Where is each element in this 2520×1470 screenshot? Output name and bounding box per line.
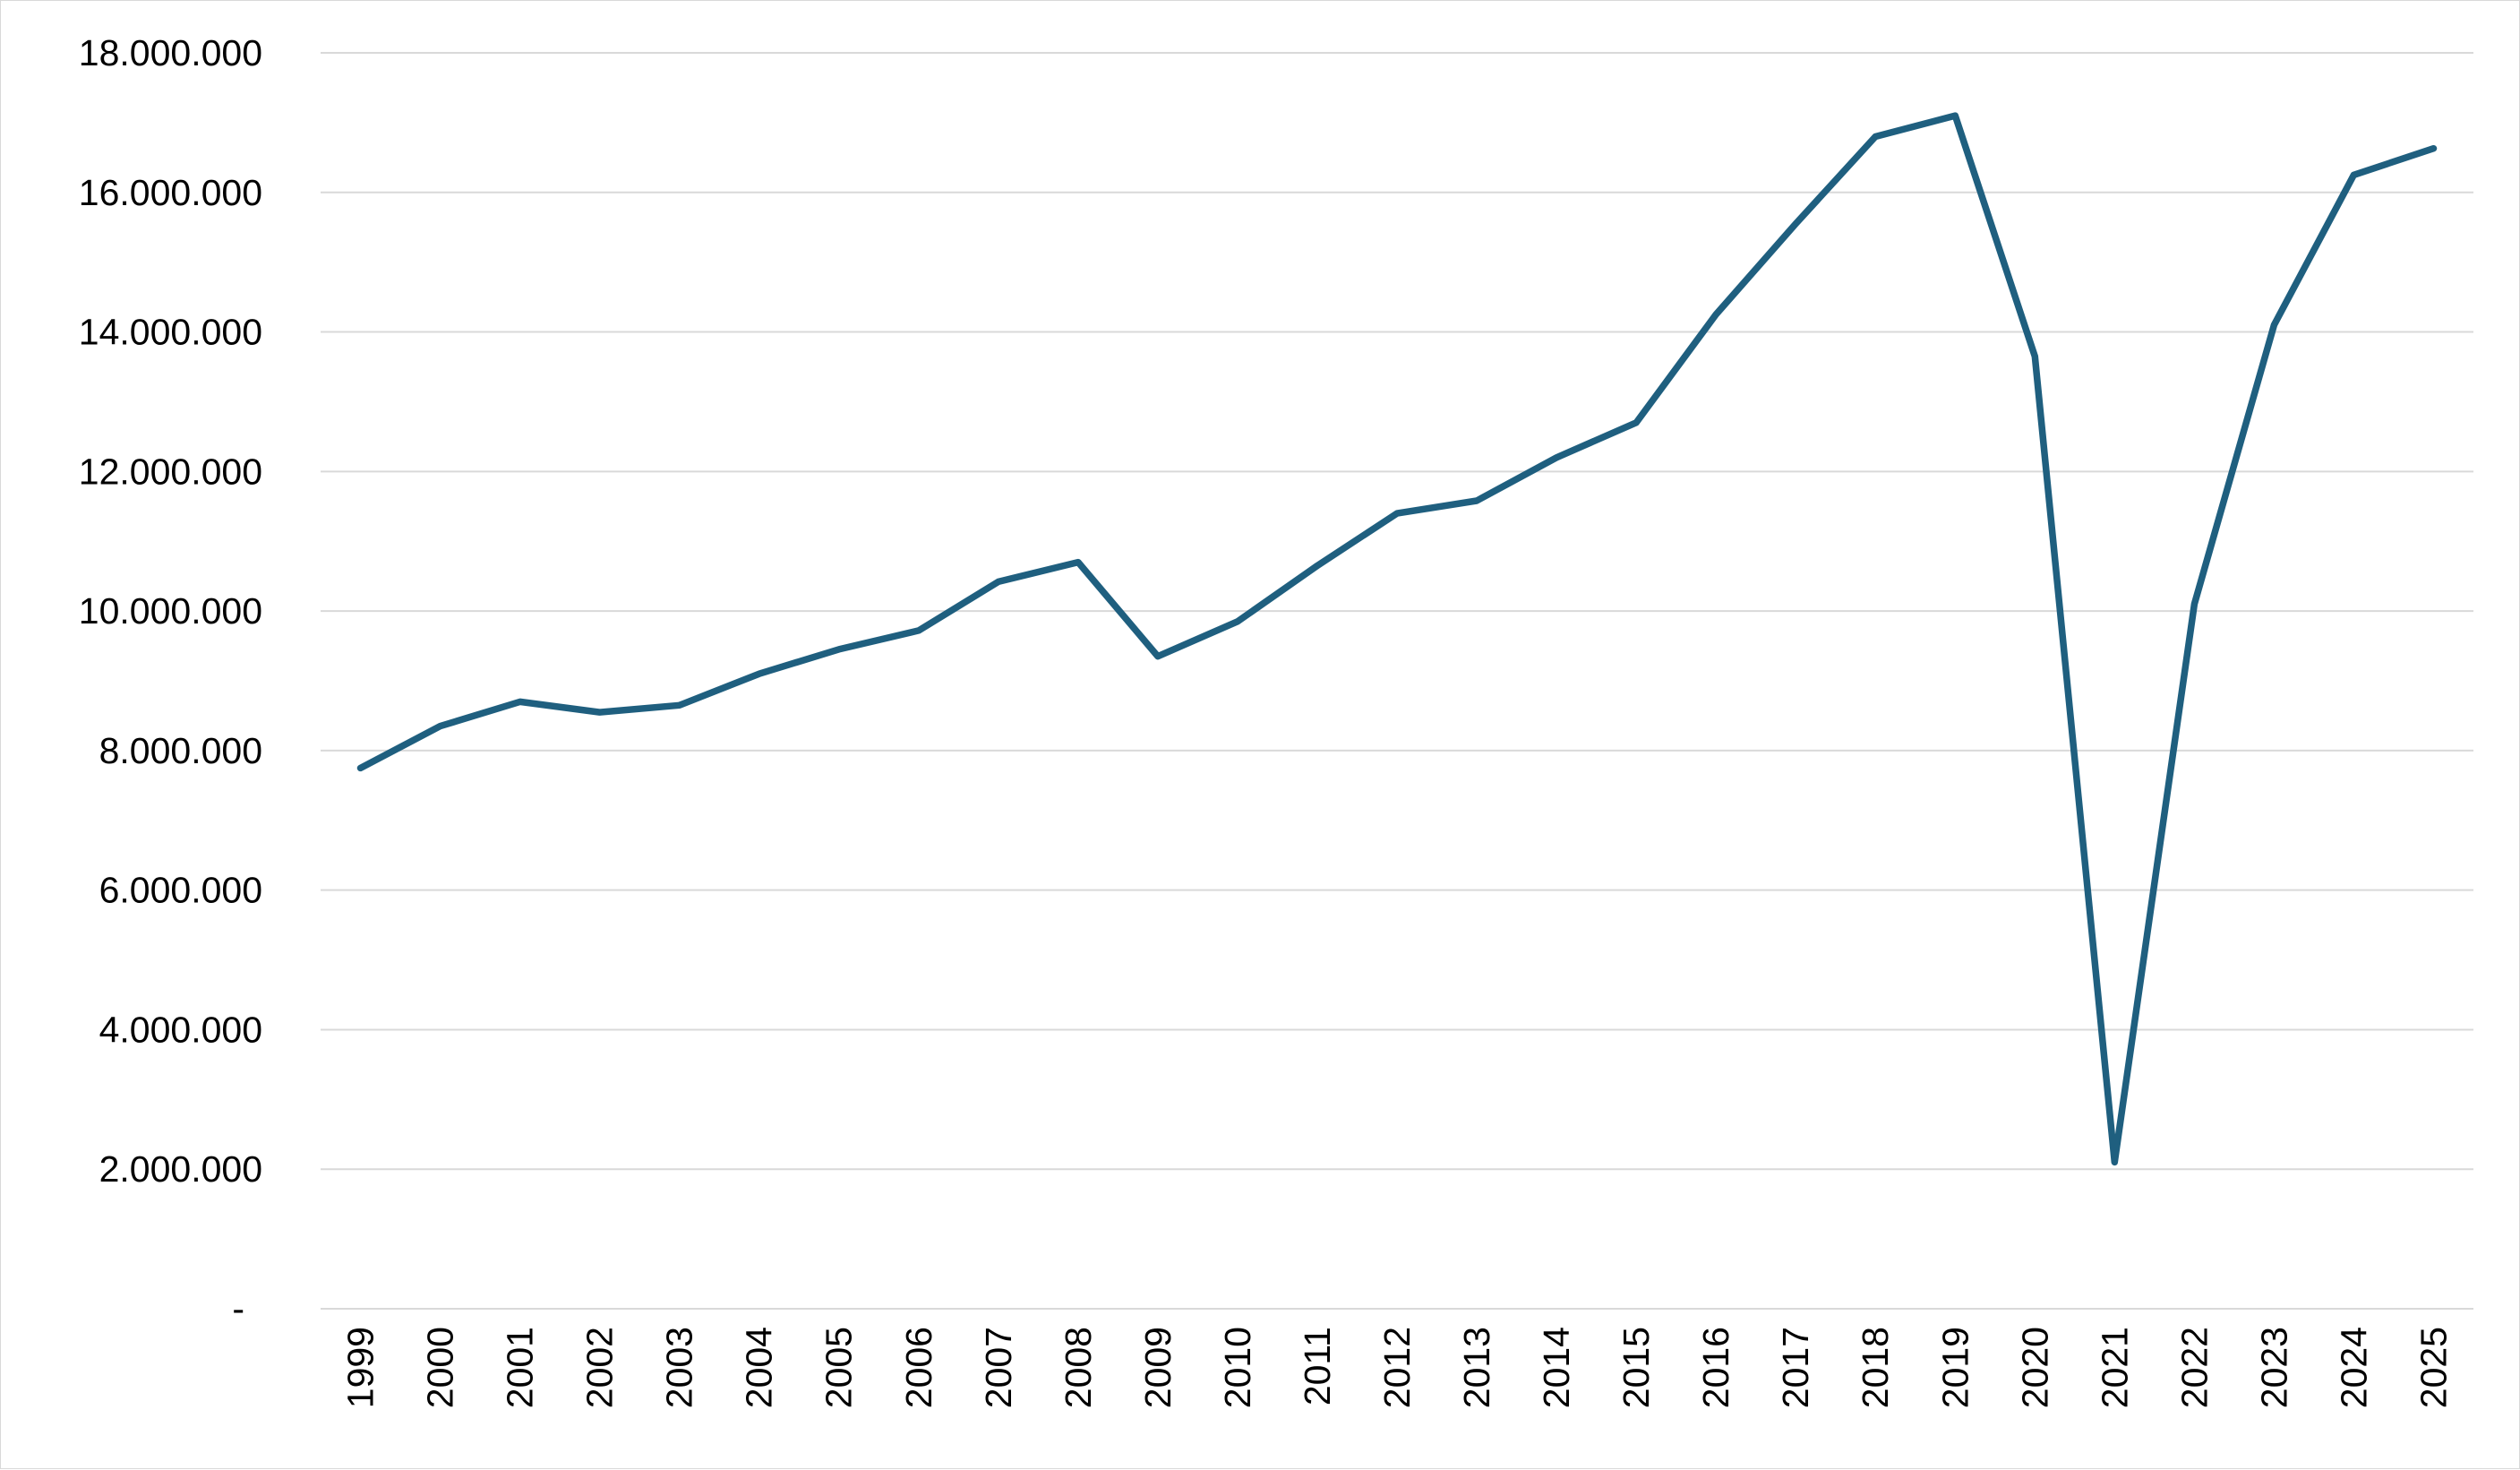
y-tick-label: 14.000.000 xyxy=(79,312,262,353)
x-tick-label: 2016 xyxy=(1695,1327,1736,1408)
y-tick-label: 8.000.000 xyxy=(99,730,262,771)
y-tick-label: 16.000.000 xyxy=(79,172,262,213)
x-tick-label: 2007 xyxy=(978,1327,1019,1408)
x-tick-label: 2020 xyxy=(2014,1327,2055,1408)
y-tick-label: 6.000.000 xyxy=(99,870,262,911)
y-tick-label: 18.000.000 xyxy=(79,32,262,73)
y-tick-label: - xyxy=(232,1288,244,1329)
x-tick-label: 2015 xyxy=(1616,1327,1657,1408)
x-tick-label: 2009 xyxy=(1137,1327,1179,1408)
series-layer xyxy=(361,116,2434,1162)
y-tick-label: 12.000.000 xyxy=(79,451,262,492)
x-tick-label: 2023 xyxy=(2253,1327,2294,1408)
y-tick-label: 4.000.000 xyxy=(99,1009,262,1050)
x-tick-label: 2001 xyxy=(500,1327,541,1408)
x-tick-label: 2004 xyxy=(739,1327,780,1408)
y-axis-tick-labels: - 2.000.000 4.000.000 6.000.000 8.000.000 10.… xyxy=(79,32,262,1329)
x-tick-label: 2010 xyxy=(1217,1327,1258,1408)
x-tick-label: 2003 xyxy=(659,1327,700,1408)
x-tick-label: 2018 xyxy=(1855,1327,1896,1408)
x-tick-label: 2014 xyxy=(1536,1327,1577,1408)
x-tick-label: 2019 xyxy=(1934,1327,1976,1408)
x-tick-label: 2005 xyxy=(819,1327,860,1408)
x-tick-label: 2011 xyxy=(1297,1327,1338,1406)
x-tick-label: 2002 xyxy=(579,1327,621,1408)
x-tick-label: 2025 xyxy=(2413,1327,2454,1408)
x-tick-label: 2021 xyxy=(2094,1327,2135,1408)
x-tick-label: 2006 xyxy=(898,1327,939,1408)
series-line xyxy=(361,116,2434,1162)
x-tick-label: 2013 xyxy=(1456,1327,1497,1408)
x-tick-label: 2022 xyxy=(2173,1327,2215,1408)
x-tick-label: 2012 xyxy=(1376,1327,1418,1408)
y-tick-label: 10.000.000 xyxy=(79,590,262,632)
x-tick-label: 1999 xyxy=(340,1327,381,1408)
gridlines xyxy=(321,53,2473,1169)
x-tick-label: 2024 xyxy=(2333,1327,2374,1408)
x-tick-label: 2000 xyxy=(420,1327,461,1408)
y-tick-label: 2.000.000 xyxy=(99,1148,262,1190)
x-tick-label: 2008 xyxy=(1058,1327,1099,1408)
x-tick-label: 2017 xyxy=(1775,1327,1816,1408)
x-axis-tick-labels: 1999 2000 2001 2002 2003 2004 2005 2006 2007 2008… xyxy=(340,1327,2455,1408)
